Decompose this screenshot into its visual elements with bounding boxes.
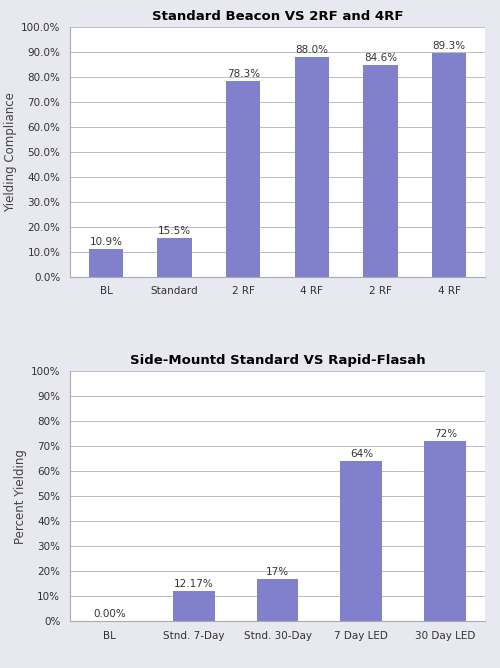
Bar — [256, 578, 298, 621]
Text: 64%: 64% — [350, 450, 373, 460]
Text: 84.6%: 84.6% — [364, 53, 397, 63]
Bar — [294, 57, 329, 277]
Y-axis label: Yielding Compliance: Yielding Compliance — [4, 92, 16, 212]
Title: Side-Mountd Standard VS Rapid-Flasah: Side-Mountd Standard VS Rapid-Flasah — [130, 355, 426, 367]
Text: 72%: 72% — [434, 430, 456, 440]
Y-axis label: Percent Yielding: Percent Yielding — [14, 449, 26, 544]
Text: 17%: 17% — [266, 566, 289, 576]
Bar — [226, 81, 260, 277]
Bar — [432, 53, 466, 277]
Bar — [340, 462, 382, 621]
Bar — [172, 591, 214, 621]
Text: 15.5%: 15.5% — [158, 226, 191, 236]
Text: 0.00%: 0.00% — [94, 609, 126, 619]
Text: 78.3%: 78.3% — [226, 69, 260, 79]
Title: Standard Beacon VS 2RF and 4RF: Standard Beacon VS 2RF and 4RF — [152, 10, 403, 23]
Text: 10.9%: 10.9% — [90, 237, 122, 247]
Bar — [363, 65, 398, 277]
Text: 88.0%: 88.0% — [296, 45, 328, 55]
Text: 89.3%: 89.3% — [432, 41, 466, 51]
Bar — [424, 442, 466, 621]
Text: 12.17%: 12.17% — [174, 579, 214, 589]
Bar — [158, 238, 192, 277]
Bar — [89, 249, 123, 277]
